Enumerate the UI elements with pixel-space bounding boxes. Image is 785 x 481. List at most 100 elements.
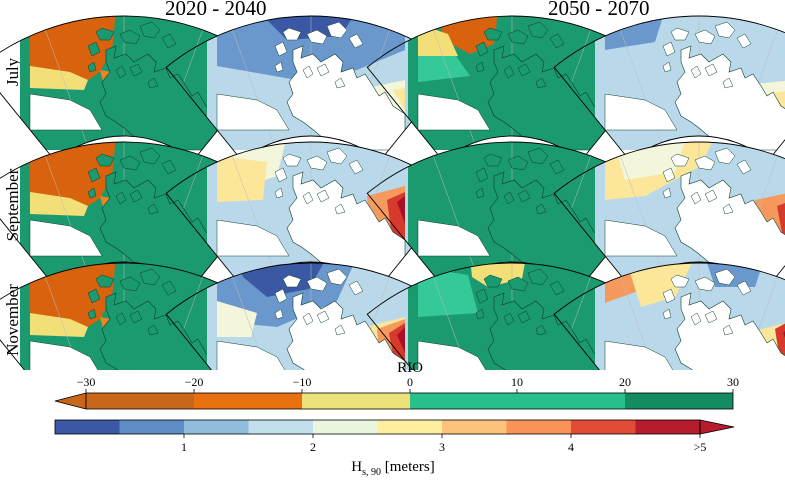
map-panel-november-left-rio bbox=[0, 262, 270, 370]
field-region bbox=[397, 327, 405, 353]
hs-tick-label: 4 bbox=[568, 440, 574, 454]
map-frame bbox=[553, 262, 785, 370]
hs-colorbar-segment bbox=[442, 420, 507, 434]
map-panel-november-left-hs90 bbox=[165, 262, 457, 370]
island bbox=[316, 63, 330, 77]
island bbox=[147, 203, 159, 215]
alaska-land bbox=[417, 219, 491, 257]
graticule-line bbox=[232, 276, 274, 370]
island bbox=[736, 159, 752, 175]
map-panel-november-right-rio bbox=[366, 262, 658, 370]
island bbox=[95, 153, 115, 167]
map-frame bbox=[553, 15, 785, 162]
island bbox=[139, 21, 161, 39]
field-region bbox=[217, 301, 257, 337]
island bbox=[517, 63, 531, 77]
island bbox=[736, 33, 752, 49]
island bbox=[161, 159, 177, 175]
island bbox=[507, 29, 529, 45]
island bbox=[549, 33, 565, 49]
island bbox=[503, 312, 515, 326]
mainland bbox=[487, 292, 607, 370]
map-panel-july-right-rio bbox=[366, 15, 658, 162]
map-grid bbox=[0, 15, 785, 370]
island bbox=[662, 61, 672, 73]
island bbox=[694, 155, 716, 171]
map-panel-november-right-hs90 bbox=[553, 262, 785, 370]
field-region bbox=[777, 200, 785, 240]
island bbox=[302, 312, 314, 326]
island bbox=[326, 21, 348, 39]
mainland bbox=[674, 292, 785, 370]
alaska-land bbox=[216, 219, 290, 257]
island bbox=[535, 77, 547, 89]
island bbox=[274, 187, 284, 199]
alaska-land bbox=[604, 340, 678, 370]
rio-tick-label: 30 bbox=[727, 375, 739, 389]
island bbox=[736, 280, 752, 296]
period-title-right: 2050 - 2070 bbox=[548, 0, 650, 20]
island bbox=[527, 268, 549, 286]
island bbox=[282, 274, 302, 288]
island bbox=[690, 65, 702, 79]
field-region bbox=[30, 313, 88, 337]
island bbox=[161, 33, 177, 49]
mainland bbox=[487, 171, 607, 277]
island bbox=[662, 167, 676, 183]
rio-tick-label: 0 bbox=[407, 375, 413, 389]
island bbox=[714, 147, 736, 165]
alaska-land bbox=[417, 93, 491, 131]
hs-colorbar-segment bbox=[506, 420, 571, 434]
island bbox=[129, 310, 143, 324]
hs-tick-label: 2 bbox=[310, 440, 316, 454]
field-region bbox=[217, 156, 267, 202]
rio-colorbar-segment bbox=[410, 393, 625, 409]
hs-colorbar-extend-arrow bbox=[699, 419, 735, 435]
alaska-land bbox=[604, 93, 678, 131]
island bbox=[119, 29, 141, 45]
island bbox=[704, 189, 718, 203]
map-panel-july-left-rio bbox=[0, 15, 270, 162]
island bbox=[690, 191, 702, 205]
map-panel-september-left-hs90 bbox=[165, 141, 457, 288]
graticule-line bbox=[620, 276, 662, 370]
island bbox=[87, 61, 97, 73]
mainland bbox=[286, 292, 406, 370]
island bbox=[475, 288, 489, 304]
hs-colorbar-segment bbox=[377, 420, 442, 434]
island bbox=[306, 29, 328, 45]
island bbox=[704, 63, 718, 77]
island bbox=[483, 27, 503, 41]
island bbox=[147, 77, 159, 89]
field-region bbox=[30, 192, 88, 216]
island bbox=[306, 155, 328, 171]
hs-colorbar-segment bbox=[248, 420, 313, 434]
island bbox=[87, 288, 101, 304]
island bbox=[475, 41, 489, 57]
island bbox=[662, 288, 676, 304]
island bbox=[475, 187, 485, 199]
island bbox=[334, 324, 346, 336]
hs-colorbar-segment bbox=[184, 420, 249, 434]
island bbox=[475, 308, 485, 320]
island bbox=[274, 288, 288, 304]
hs-colorbar-segment bbox=[55, 420, 120, 434]
rio-colorbar-segment bbox=[625, 393, 733, 409]
hs-colorbar-label: Hs, 90 [meters] bbox=[351, 459, 434, 478]
island bbox=[274, 308, 284, 320]
island bbox=[274, 41, 288, 57]
island bbox=[274, 61, 284, 73]
island bbox=[722, 203, 734, 215]
rio-colorbar-segment bbox=[302, 393, 410, 409]
island bbox=[95, 27, 115, 41]
mainland bbox=[286, 171, 406, 277]
island bbox=[316, 310, 330, 324]
island bbox=[129, 63, 143, 77]
alaska-land bbox=[604, 219, 678, 257]
island bbox=[549, 280, 565, 296]
alaska-land bbox=[29, 93, 103, 131]
island bbox=[302, 65, 314, 79]
hs-colorbar-segment bbox=[635, 420, 700, 434]
island bbox=[527, 147, 549, 165]
mainland bbox=[674, 171, 785, 277]
